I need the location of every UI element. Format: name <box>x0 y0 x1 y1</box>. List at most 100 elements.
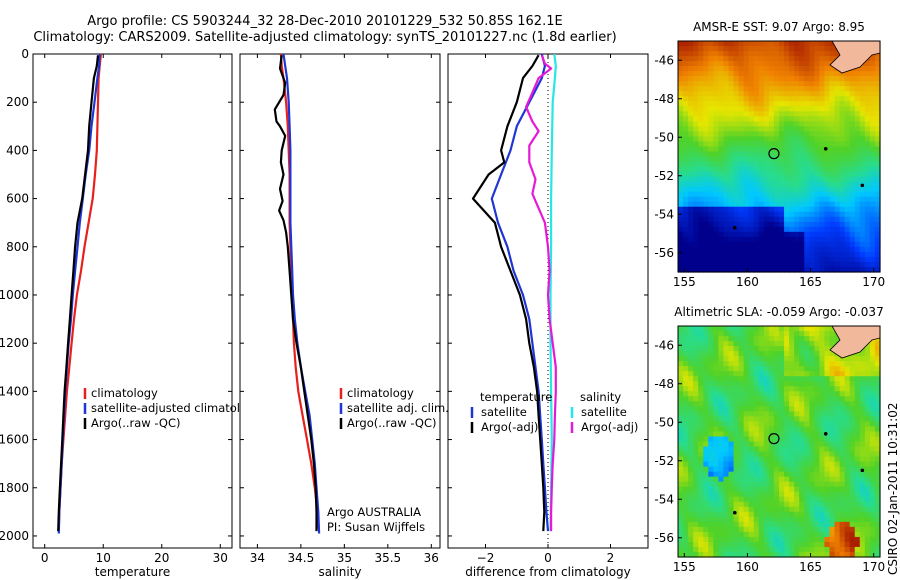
map-cell <box>804 451 810 458</box>
map-cell <box>834 186 841 193</box>
map-cell <box>799 241 805 248</box>
map-cell <box>804 391 810 397</box>
map-cell <box>748 71 755 77</box>
map-cell <box>763 141 770 148</box>
map-cell <box>748 351 755 357</box>
map-cell <box>784 151 790 158</box>
map-cell <box>768 196 775 203</box>
map-cell <box>703 331 709 337</box>
map-cell <box>824 436 831 443</box>
map-cell <box>799 101 805 107</box>
map-cell <box>703 441 709 448</box>
map-cell <box>839 111 846 117</box>
map-cell <box>864 106 871 112</box>
map-cell <box>844 231 851 238</box>
map-cell <box>874 221 881 228</box>
map-cell <box>688 361 694 367</box>
map-cell <box>794 436 800 443</box>
map-cell <box>743 86 750 92</box>
map-x-tick-label: 155 <box>673 560 696 574</box>
map-cell <box>743 96 750 102</box>
map-cell <box>768 111 775 117</box>
map-cell <box>718 256 725 263</box>
map-cell <box>839 201 846 208</box>
map-cell <box>864 196 871 203</box>
map-cell <box>748 206 755 213</box>
map-cell <box>829 241 836 248</box>
map-cell <box>794 496 800 503</box>
map-cell <box>738 396 745 402</box>
map-cell <box>738 161 745 168</box>
map-cell <box>834 421 841 428</box>
map-cell <box>784 201 790 208</box>
map-cell <box>763 196 770 203</box>
map-cell <box>874 246 881 253</box>
map-cell <box>708 411 714 417</box>
map-cell <box>698 221 704 228</box>
map-cell <box>844 441 851 448</box>
map-cell <box>703 521 709 528</box>
map-cell <box>799 96 805 102</box>
map-cell <box>718 206 725 213</box>
map-cell <box>773 441 780 448</box>
map-cell <box>824 106 831 112</box>
map-cell <box>824 256 831 263</box>
map-cell <box>799 196 805 203</box>
map-cell <box>844 396 851 402</box>
map-cell <box>728 341 735 347</box>
map-cell <box>698 416 704 423</box>
map-cell <box>844 536 851 543</box>
map-cell <box>804 521 810 528</box>
map-cell <box>693 41 699 47</box>
map-cell <box>703 186 709 193</box>
map-cell <box>733 256 740 263</box>
map-cell <box>688 346 694 352</box>
map-cell <box>733 206 740 213</box>
map-y-tick-label: -50 <box>654 415 674 429</box>
map-cell <box>773 191 780 198</box>
map-cell <box>703 176 709 183</box>
map-cell <box>799 51 805 57</box>
map-cell <box>869 451 876 458</box>
map-cell <box>698 406 704 412</box>
map-cell <box>748 126 755 132</box>
map-cell <box>874 491 881 498</box>
map-cell <box>723 41 730 47</box>
map-cell <box>723 66 730 72</box>
map-cell <box>753 81 760 87</box>
map-cell <box>799 131 805 138</box>
map-cell <box>698 331 704 337</box>
map-cell <box>789 461 795 468</box>
map-cell <box>743 401 750 407</box>
map-cell <box>799 436 805 443</box>
map-cell <box>688 146 694 153</box>
map-cell <box>854 191 861 198</box>
map-cell <box>763 481 770 488</box>
map-cell <box>773 221 780 228</box>
y-tick-label: 1000 <box>0 288 29 302</box>
map-cell <box>773 246 780 253</box>
map-cell <box>809 61 815 67</box>
map-cell <box>819 241 826 248</box>
map-cell <box>683 251 689 258</box>
map-cell <box>773 531 780 538</box>
map-cell <box>703 536 709 543</box>
map-cell <box>678 81 684 87</box>
map-cell <box>678 231 684 238</box>
map-cell <box>688 171 694 178</box>
map-cell <box>834 366 841 372</box>
map-cell <box>804 46 810 52</box>
map-cell <box>693 381 699 387</box>
map-cell <box>728 241 735 248</box>
map-cell <box>753 121 760 127</box>
map-cell <box>753 246 760 253</box>
map-cell <box>824 371 831 377</box>
map-cell <box>799 91 805 97</box>
map-cell <box>804 126 810 132</box>
map-cell <box>703 346 709 352</box>
map-cell <box>698 451 704 458</box>
map-cell <box>733 511 740 518</box>
map-cell <box>713 246 719 253</box>
map-cell <box>809 546 815 553</box>
map-cell <box>819 446 826 453</box>
